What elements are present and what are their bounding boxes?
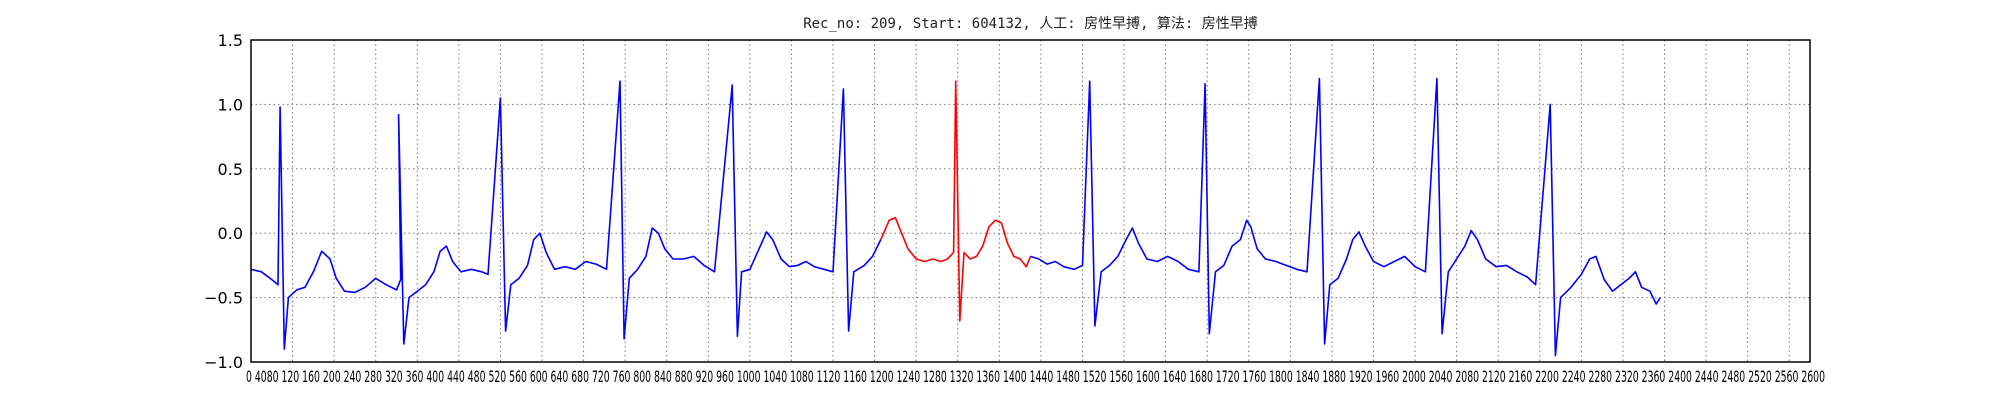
y-tick-label: 1.0 <box>218 95 243 114</box>
x-tick-labels-text: 0 4080 120 160 200 240 280 320 360 400 4… <box>246 367 1825 386</box>
grid-lines <box>251 40 1810 362</box>
series-line-3 <box>1030 77 1661 357</box>
y-tick-label: −1.0 <box>204 353 243 372</box>
series-line-1 <box>250 80 882 350</box>
series-layer <box>250 77 1661 357</box>
x-tick-labels: 0 4080 120 160 200 240 280 320 360 400 4… <box>246 367 1825 386</box>
series-line-2 <box>880 80 1032 322</box>
chart-title: Rec_no: 209, Start: 604132, 人工: 房性早搏, 算法… <box>803 15 1258 32</box>
y-tick-label: −0.5 <box>204 289 243 308</box>
y-tick-label: 1.5 <box>218 31 243 50</box>
plot-frame <box>250 39 1811 363</box>
y-tick-labels: −1.0 −0.5 0.0 0.5 1.0 1.5 <box>204 31 243 372</box>
y-tick-label: 0.5 <box>218 160 243 179</box>
y-tick-label: 0.0 <box>218 224 243 243</box>
